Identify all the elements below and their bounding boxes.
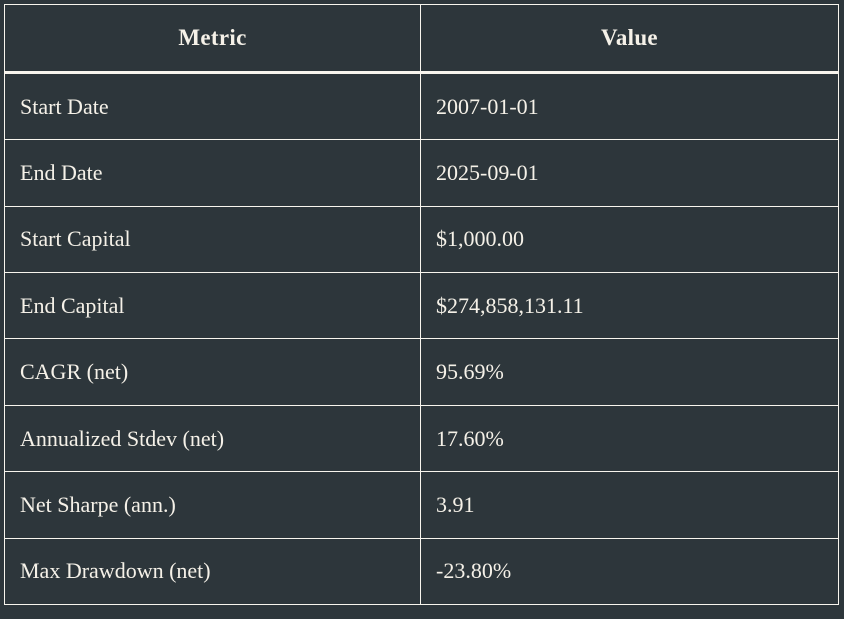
metric-cell: Start Capital [4, 205, 421, 274]
column-header-value: Value [420, 4, 839, 74]
metric-cell: Annualized Stdev (net) [4, 404, 421, 473]
metric-cell: End Capital [4, 272, 421, 340]
table-row: Max Drawdown (net) -23.80% [4, 537, 839, 606]
value-cell: 95.69% [420, 338, 839, 406]
table-row: Net Sharpe (ann.) 3.91 [4, 471, 839, 539]
table-row: End Date 2025-09-01 [4, 139, 839, 207]
metric-cell: CAGR (net) [4, 338, 421, 406]
table-header: Metric Value [4, 4, 839, 74]
metric-cell: Net Sharpe (ann.) [4, 471, 421, 539]
column-header-metric: Metric [4, 4, 421, 74]
table-row: Annualized Stdev (net) 17.60% [4, 404, 839, 473]
value-cell: $1,000.00 [420, 205, 839, 274]
header-row: Metric Value [4, 4, 839, 74]
metric-cell: Start Date [4, 71, 421, 141]
value-cell: $274,858,131.11 [420, 272, 839, 340]
metric-cell: End Date [4, 139, 421, 207]
value-cell: 17.60% [420, 404, 839, 473]
performance-metrics-table: Metric Value Start Date 2007-01-01 End D… [4, 4, 839, 606]
table-row: Start Capital $1,000.00 [4, 205, 839, 274]
table-row: End Capital $274,858,131.11 [4, 272, 839, 340]
value-cell: 2025-09-01 [420, 139, 839, 207]
table-row: CAGR (net) 95.69% [4, 338, 839, 406]
table-body: Start Date 2007-01-01 End Date 2025-09-0… [4, 71, 839, 606]
value-cell: 3.91 [420, 471, 839, 539]
metric-cell: Max Drawdown (net) [4, 537, 421, 606]
value-cell: 2007-01-01 [420, 71, 839, 141]
value-cell: -23.80% [420, 537, 839, 606]
table-row: Start Date 2007-01-01 [4, 71, 839, 141]
